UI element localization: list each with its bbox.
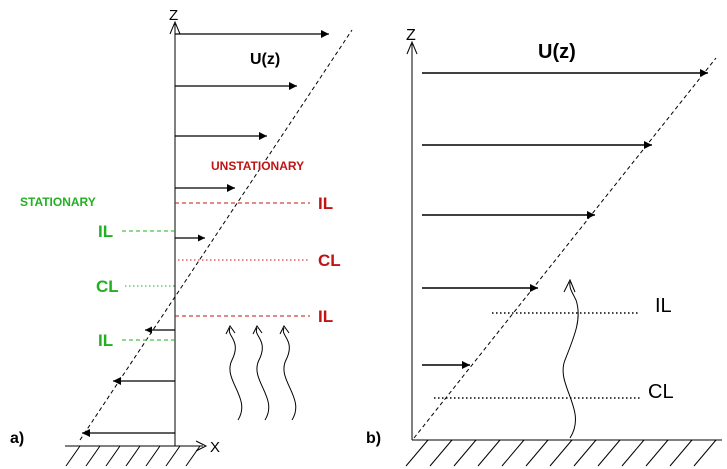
il-label-b: IL <box>655 295 672 317</box>
x-axis-arrowhead-a <box>195 440 208 452</box>
panel-tag-b: b) <box>366 430 381 447</box>
wave-arrow-b <box>562 278 579 439</box>
ground-hatch-b <box>405 439 722 467</box>
x-axis-label-a: X <box>210 439 220 456</box>
z-axis-arrowhead-b <box>406 40 418 55</box>
velocity-label-b: U(z) <box>538 41 576 63</box>
wave-arrow <box>282 327 297 421</box>
z-axis-label-a: Z <box>169 7 178 24</box>
velocity-arrows-b <box>422 69 708 369</box>
unstationary-title: UNSTATIONARY <box>211 159 304 173</box>
cl-label-b: CL <box>648 381 674 403</box>
velocity-arrows-a <box>82 30 329 437</box>
ground-hatch-a <box>65 445 201 467</box>
stationary-levels <box>122 230 175 341</box>
panel-a: Z X U(z) UNSTATIONARY STATIONARY IL CL I… <box>10 7 353 467</box>
wave-arrow <box>255 327 270 421</box>
stationary-title: STATIONARY <box>20 195 96 209</box>
wave-arrows-a <box>225 325 297 421</box>
velocity-profile-b <box>413 57 717 439</box>
wave-arrow <box>228 327 243 421</box>
unstationary-il-label-bottom: IL <box>318 307 333 326</box>
stationary-il-label-top: IL <box>98 222 113 241</box>
stationary-il-label-bottom: IL <box>98 331 113 350</box>
unstationary-il-label-top: IL <box>318 194 333 213</box>
unstationary-cl-label: CL <box>318 251 341 270</box>
panel-tag-a: a) <box>10 430 24 447</box>
z-axis-label-b: Z <box>406 27 416 44</box>
velocity-label-a: U(z) <box>250 51 280 68</box>
panel-b: Z U(z) IL CL b) <box>366 27 722 467</box>
z-axis-arrowhead-a <box>169 20 181 35</box>
unstationary-levels <box>175 202 310 317</box>
velocity-profile-a <box>79 29 353 441</box>
stationary-cl-label: CL <box>96 277 119 296</box>
